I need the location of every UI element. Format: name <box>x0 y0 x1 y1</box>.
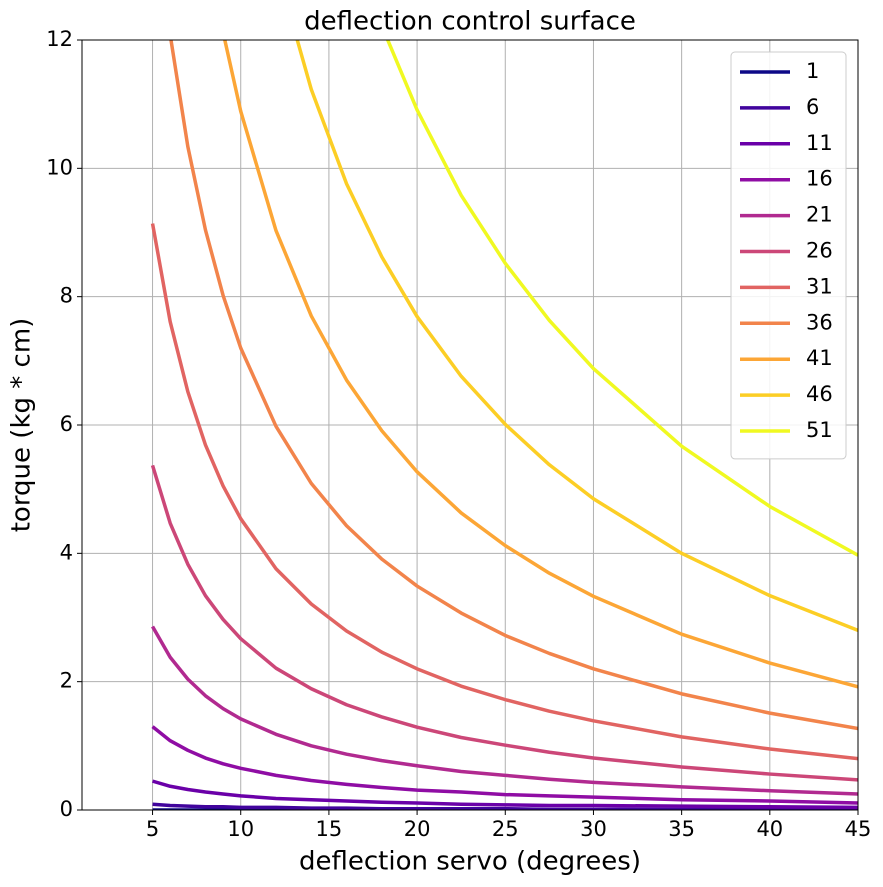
legend-label: 46 <box>806 382 833 406</box>
legend-label: 51 <box>806 418 833 442</box>
y-tick-label: 12 <box>46 27 73 51</box>
chart-title: deflection control surface <box>304 7 636 37</box>
legend-label: 11 <box>806 131 833 155</box>
legend-label: 6 <box>806 95 819 119</box>
y-tick-label: 4 <box>60 540 73 564</box>
x-axis-label: deflection servo (degrees) <box>299 847 641 877</box>
legend-label: 1 <box>806 59 819 83</box>
y-tick-label: 6 <box>60 412 73 436</box>
y-tick-label: 8 <box>60 284 73 308</box>
x-tick-label: 15 <box>316 817 343 841</box>
series-line <box>151 625 858 796</box>
x-tick-label: 45 <box>845 817 872 841</box>
x-tick-label: 10 <box>227 817 254 841</box>
series-line <box>151 725 858 805</box>
x-tick-label: 35 <box>668 817 695 841</box>
legend-label: 36 <box>806 310 833 334</box>
series-line <box>295 40 858 632</box>
y-axis-label: torque (kg * cm) <box>7 318 37 533</box>
legend-box <box>730 51 847 460</box>
x-tick-label: 25 <box>492 817 519 841</box>
x-tick-label: 20 <box>404 817 431 841</box>
series-line <box>385 40 858 557</box>
x-tick-label: 30 <box>580 817 607 841</box>
plot-frame <box>81 39 859 811</box>
series-line <box>169 40 858 731</box>
legend-label: 26 <box>806 239 833 263</box>
y-tick-label: 10 <box>46 155 73 179</box>
y-tick-label: 2 <box>60 669 73 693</box>
x-tick-label: 5 <box>146 817 159 841</box>
series-line <box>150 464 858 782</box>
series-line <box>152 779 858 810</box>
legend-label: 16 <box>806 167 833 191</box>
y-tick-label: 0 <box>60 797 73 821</box>
x-tick-label: 40 <box>756 817 783 841</box>
legend-label: 31 <box>806 274 833 298</box>
plot-lines <box>150 40 858 810</box>
legend-label: 41 <box>806 346 833 370</box>
legend-label: 21 <box>806 203 833 227</box>
series-line <box>152 802 858 810</box>
series-line <box>223 40 858 689</box>
series-line <box>150 223 858 761</box>
